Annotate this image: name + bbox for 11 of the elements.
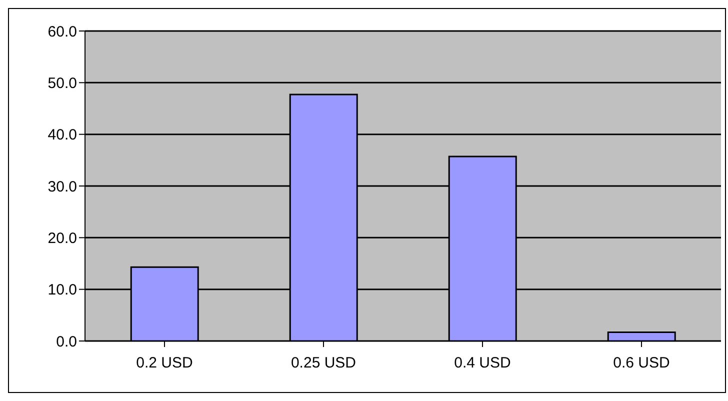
- y-tick-label: 10.0: [48, 282, 77, 299]
- y-tick-label: 30.0: [48, 178, 77, 196]
- y-tick-label: 40.0: [48, 126, 77, 144]
- x-tick-label: 0.4 USD: [454, 354, 512, 372]
- y-tick-label: 0.0: [56, 333, 77, 350]
- y-tick-label: 50.0: [48, 74, 77, 92]
- x-tick-label: 0.25 USD: [290, 354, 356, 372]
- y-tick-label: 20.0: [48, 230, 77, 247]
- x-tick-label: 0.2 USD: [136, 354, 194, 372]
- y-tick-label: 60.0: [48, 23, 77, 40]
- x-tick-label: 0.6 USD: [613, 354, 670, 372]
